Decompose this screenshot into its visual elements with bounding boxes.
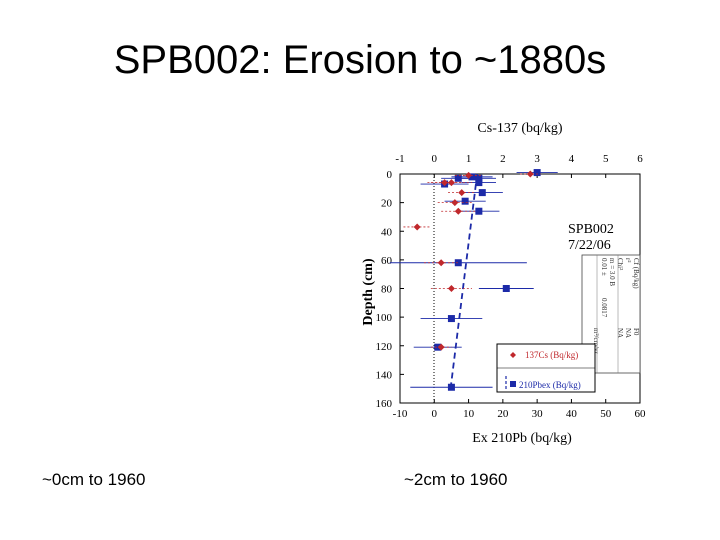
cs137-point bbox=[437, 259, 445, 267]
top-tick-label: 1 bbox=[466, 153, 472, 165]
y-axis-label: Depth (cm) bbox=[361, 258, 376, 326]
y-tick-label: 60 bbox=[381, 255, 393, 267]
caption-right: ~2cm to 1960 bbox=[404, 470, 508, 489]
cs137-point bbox=[447, 179, 455, 187]
bottom-tick-label: 30 bbox=[532, 408, 544, 420]
legend-pb210-marker bbox=[510, 381, 516, 387]
fit-text-7: F0 bbox=[632, 328, 640, 336]
cs137-point bbox=[458, 189, 466, 197]
cs137-point bbox=[454, 207, 462, 215]
fit-text-6: 0.0817 bbox=[600, 298, 608, 318]
y-tick-label: 80 bbox=[381, 284, 393, 296]
bottom-tick-label: -10 bbox=[393, 408, 408, 420]
y-tick-label: 140 bbox=[376, 369, 393, 381]
fit-text-8: NA bbox=[624, 328, 632, 338]
cs137-point bbox=[447, 285, 455, 292]
y-tick-label: 120 bbox=[376, 341, 393, 353]
cs137-point bbox=[437, 343, 445, 351]
top-tick-label: -1 bbox=[395, 153, 404, 165]
legend: 137Cs (Bq/kg) 210Pbex (Bq/kg) bbox=[496, 343, 596, 393]
y-tick-label: 160 bbox=[376, 398, 393, 410]
bottom-tick-label: 20 bbox=[497, 408, 509, 420]
legend-cs137-marker bbox=[510, 352, 516, 358]
top-tick-label: 0 bbox=[432, 153, 438, 165]
pb210-point bbox=[475, 179, 483, 187]
fit-text-4: m = 3.0 B bbox=[608, 258, 616, 286]
pb210-point bbox=[454, 174, 462, 182]
fit-line bbox=[449, 173, 479, 388]
y-tick-label: 40 bbox=[381, 226, 393, 238]
fit-text-2: r² bbox=[624, 258, 632, 262]
fit-text-3: Chi² bbox=[616, 258, 624, 270]
fit-text-1: Cf (Bq/kg) bbox=[632, 258, 640, 289]
pb210-point bbox=[447, 383, 455, 391]
pb210-point bbox=[468, 173, 476, 181]
y-tick-label: 100 bbox=[376, 312, 393, 324]
legend-pb210-label: 210Pbex (Bq/kg) bbox=[519, 380, 581, 390]
bottom-tick-label: 50 bbox=[600, 408, 612, 420]
inset-label-name: SPB002 bbox=[568, 222, 614, 237]
y-tick-label: 0 bbox=[387, 169, 393, 181]
pb210-point bbox=[475, 174, 483, 182]
cs137-point bbox=[451, 199, 459, 207]
cs137-point bbox=[465, 171, 473, 179]
bottom-tick-label: 10 bbox=[463, 408, 475, 420]
caption-left: ~0cm to 1960 bbox=[42, 470, 146, 489]
fit-text-9: NA bbox=[616, 328, 624, 338]
pb210-point bbox=[475, 207, 483, 215]
slide-title: SPB002: Erosion to ~1880s bbox=[113, 38, 607, 82]
fit-text-10: m²/cm/yr bbox=[592, 328, 600, 354]
inset-label-date: 7/22/06 bbox=[568, 238, 611, 253]
bottom-axis-label: Ex 210Pb (bq/kg) bbox=[472, 431, 572, 446]
top-tick-label: 6 bbox=[637, 153, 643, 165]
cs137-point bbox=[526, 170, 534, 178]
top-tick-label: 2 bbox=[500, 153, 506, 165]
pb210-point bbox=[447, 315, 455, 323]
top-axis-label: Cs-137 (bq/kg) bbox=[477, 121, 563, 136]
pb210-point bbox=[533, 169, 541, 177]
cs137-point bbox=[413, 223, 421, 231]
pb210-point bbox=[461, 197, 469, 205]
y-tick-label: 20 bbox=[381, 198, 393, 210]
top-tick-label: 4 bbox=[569, 153, 575, 165]
fit-text-5: 0.01 ± bbox=[600, 258, 608, 276]
pb210-point bbox=[454, 259, 462, 267]
bottom-tick-label: 60 bbox=[635, 408, 647, 420]
top-tick-label: 5 bbox=[603, 153, 609, 165]
top-tick-label: 3 bbox=[534, 153, 540, 165]
bottom-tick-label: 40 bbox=[566, 408, 578, 420]
depth-profile-chart: Cs-137 (bq/kg) Ex 210Pb (bq/kg) Depth (c… bbox=[361, 121, 647, 446]
bottom-tick-label: 0 bbox=[432, 408, 438, 420]
pb210-point bbox=[478, 189, 486, 197]
legend-cs137-label: 137Cs (Bq/kg) bbox=[525, 350, 578, 360]
pb210-point bbox=[502, 285, 510, 292]
